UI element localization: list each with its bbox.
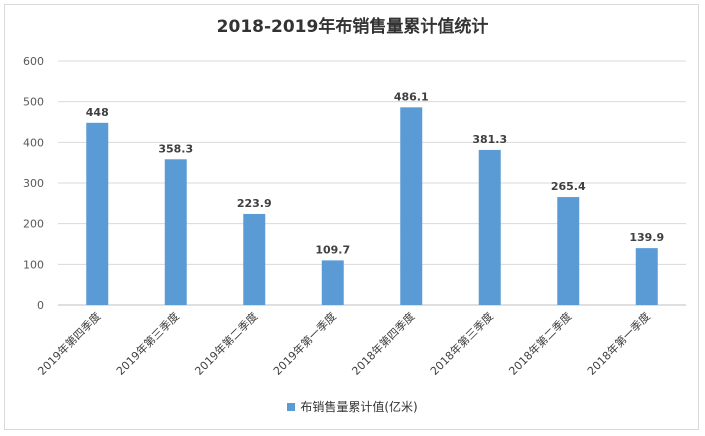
legend: 布销售量累计值(亿米) — [0, 398, 705, 415]
x-tick-label: 2019年第四季度 — [35, 309, 104, 378]
data-label: 265.4 — [551, 180, 586, 193]
bar — [243, 213, 266, 305]
x-tick-label: 2018年第三季度 — [427, 309, 496, 378]
y-tick-label: 600 — [23, 55, 44, 68]
data-label: 109.7 — [315, 243, 350, 256]
data-label: 381.3 — [472, 133, 507, 146]
y-tick-label: 300 — [23, 177, 44, 190]
data-label: 448 — [86, 106, 109, 119]
chart-title: 2018-2019年布销售量累计值统计 — [216, 17, 489, 37]
data-label: 358.3 — [158, 142, 193, 155]
data-label: 139.9 — [629, 231, 664, 244]
y-tick-label: 100 — [23, 258, 44, 271]
y-tick-label: 200 — [23, 218, 44, 231]
bar — [557, 197, 580, 305]
x-tick-label: 2018年第一季度 — [584, 309, 653, 378]
bar-series — [86, 107, 658, 306]
bar — [635, 248, 658, 305]
data-label: 486.1 — [394, 90, 429, 103]
x-tick-label: 2019年第三季度 — [113, 309, 182, 378]
chart-frame — [4, 4, 699, 430]
y-tick-label: 500 — [23, 96, 44, 109]
bar — [86, 122, 109, 306]
x-axis: 2019年第四季度 2019年第三季度 2019年第二季度 2019年第一季度 2018… — [35, 309, 653, 378]
data-labels: 448 358.3 223.9 109.7 486.1 381.3 265.4 139.9 — [86, 90, 664, 256]
x-tick-label: 2018年第二季度 — [506, 309, 575, 378]
bar — [164, 159, 187, 305]
x-tick-label: 2018年第四季度 — [349, 309, 418, 378]
x-tick-label: 2019年第一季度 — [270, 309, 339, 378]
y-tick-label: 400 — [23, 136, 44, 149]
legend-label: 布销售量累计值(亿米) — [300, 400, 418, 414]
x-tick-label: 2019年第二季度 — [192, 309, 261, 378]
legend-swatch — [287, 402, 296, 411]
bar — [321, 260, 344, 305]
grid-lines — [58, 60, 686, 306]
bar — [400, 107, 423, 305]
y-tick-label: 0 — [37, 299, 44, 312]
data-label: 223.9 — [237, 197, 272, 210]
y-axis: 0 100 200 300 400 500 600 — [23, 55, 44, 312]
bar — [478, 149, 501, 305]
